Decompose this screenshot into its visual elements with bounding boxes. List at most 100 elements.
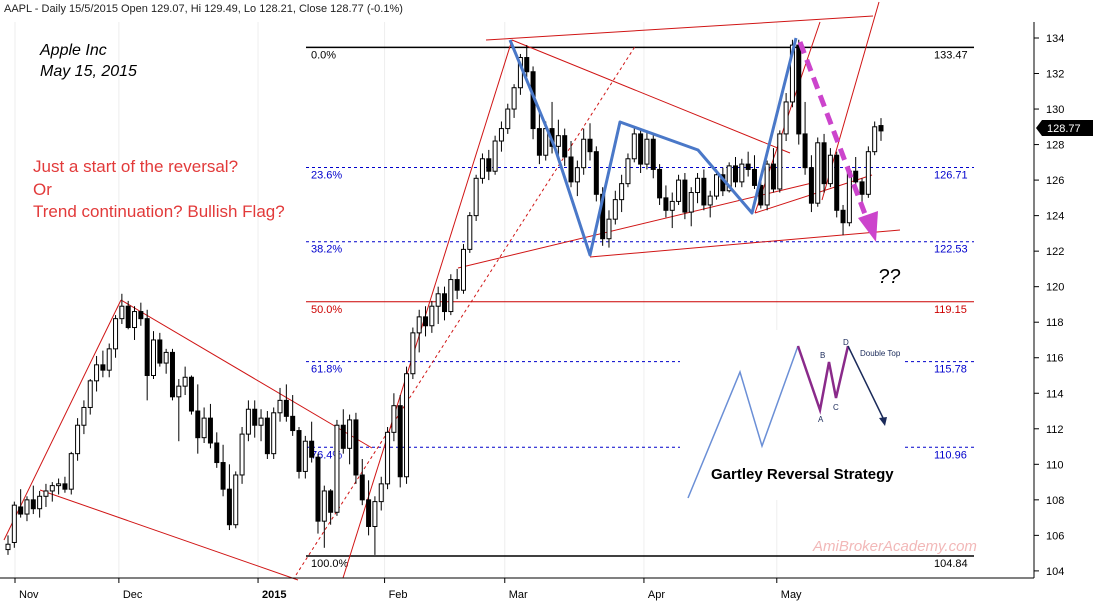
candle-body[interactable] (11, 504, 17, 543)
candle-body[interactable] (214, 442, 220, 464)
candle-body[interactable] (650, 138, 656, 170)
candle-body[interactable] (290, 415, 296, 432)
candle-body[interactable] (612, 199, 618, 220)
candle-body[interactable] (5, 543, 11, 551)
candle-body[interactable] (486, 158, 492, 172)
candle-body[interactable] (18, 506, 24, 515)
candle-body[interactable] (75, 424, 81, 455)
candle-body[interactable] (846, 170, 852, 224)
candle-body[interactable] (220, 462, 226, 490)
candle-body[interactable] (606, 218, 612, 240)
candle-body[interactable] (593, 151, 599, 195)
candle-body[interactable] (619, 183, 625, 201)
candle-body[interactable] (872, 126, 878, 153)
candle-body[interactable] (745, 163, 751, 170)
candle-body[interactable] (372, 501, 378, 527)
candle-body[interactable] (245, 408, 251, 435)
candle-body[interactable] (62, 483, 68, 490)
candle-body[interactable] (264, 417, 270, 455)
candle-body[interactable] (410, 332, 416, 375)
candle-body[interactable] (783, 101, 789, 135)
candle-body[interactable] (676, 179, 682, 202)
candle-body[interactable] (669, 200, 675, 211)
candle-body[interactable] (682, 179, 688, 213)
candle-body[interactable] (81, 406, 87, 426)
candle-body[interactable] (562, 135, 568, 158)
candle-body[interactable] (733, 165, 738, 183)
candle-body[interactable] (296, 430, 302, 472)
candle-body[interactable] (834, 154, 840, 211)
candle-body[interactable] (309, 440, 315, 458)
candle-body[interactable] (56, 483, 62, 487)
candle-body[interactable] (378, 483, 384, 503)
candle-body[interactable] (252, 408, 258, 426)
candle-body[interactable] (49, 485, 55, 492)
candle-body[interactable] (106, 348, 112, 371)
candle-body[interactable] (391, 405, 397, 433)
candle-body[interactable] (169, 351, 175, 398)
candle-body[interactable] (625, 158, 631, 185)
candle-body[interactable] (113, 318, 119, 350)
candle-body[interactable] (865, 151, 871, 195)
candle-body[interactable] (448, 279, 454, 313)
candle-body[interactable] (347, 419, 353, 449)
candle-body[interactable] (302, 440, 308, 472)
candle-body[interactable] (492, 140, 498, 172)
candle-body[interactable] (739, 163, 745, 183)
candle-body[interactable] (359, 474, 365, 501)
candle-body[interactable] (207, 417, 213, 444)
candle-body[interactable] (94, 364, 100, 382)
candle-body[interactable] (144, 318, 150, 376)
candle-body[interactable] (435, 293, 441, 307)
candle-body[interactable] (37, 495, 43, 510)
candle-body[interactable] (701, 177, 707, 206)
candle-body[interactable] (315, 456, 321, 522)
candle-body[interactable] (340, 424, 346, 449)
candle-body[interactable] (233, 474, 239, 526)
candle-body[interactable] (176, 385, 182, 398)
candle-body[interactable] (770, 163, 776, 190)
candle-body[interactable] (334, 424, 340, 513)
candle-body[interactable] (467, 215, 473, 250)
candle-body[interactable] (404, 373, 410, 478)
candle-body[interactable] (157, 339, 163, 364)
candle-body[interactable] (751, 168, 757, 186)
candle-body[interactable] (878, 125, 884, 132)
candle-body[interactable] (505, 108, 511, 130)
candle-body[interactable] (188, 376, 194, 412)
candle-body[interactable] (789, 44, 795, 103)
candle-body[interactable] (226, 488, 232, 526)
candle-body[interactable] (119, 305, 125, 320)
candle-body[interactable] (239, 433, 245, 476)
candle-body[interactable] (125, 305, 131, 329)
candle-body[interactable] (100, 364, 106, 371)
candle-body[interactable] (840, 209, 846, 224)
candle-body[interactable] (442, 293, 447, 313)
candle-body[interactable] (574, 167, 580, 183)
candle-body[interactable] (631, 133, 637, 160)
candle-body[interactable] (714, 174, 720, 197)
candle-body[interactable] (796, 44, 802, 135)
candle-body[interactable] (163, 351, 169, 364)
candle-body[interactable] (695, 177, 701, 194)
candle-body[interactable] (283, 399, 289, 417)
candle-body[interactable] (827, 154, 833, 185)
candle-body[interactable] (644, 138, 650, 165)
candle-body[interactable] (24, 499, 30, 515)
candle-body[interactable] (524, 57, 530, 73)
candle-body[interactable] (568, 156, 574, 183)
candle-body[interactable] (536, 128, 542, 156)
candle-body[interactable] (853, 170, 859, 183)
candle-body[interactable] (385, 431, 391, 485)
candle-body[interactable] (688, 192, 694, 213)
candle-body[interactable] (479, 158, 485, 179)
candle-body[interactable] (30, 499, 36, 510)
candle-body[interactable] (271, 412, 277, 455)
candle-body[interactable] (277, 399, 283, 414)
candle-body[interactable] (764, 163, 770, 206)
candle-body[interactable] (511, 87, 517, 110)
candle-body[interactable] (195, 410, 201, 439)
candle-body[interactable] (758, 184, 764, 206)
candle-body[interactable] (587, 138, 593, 153)
